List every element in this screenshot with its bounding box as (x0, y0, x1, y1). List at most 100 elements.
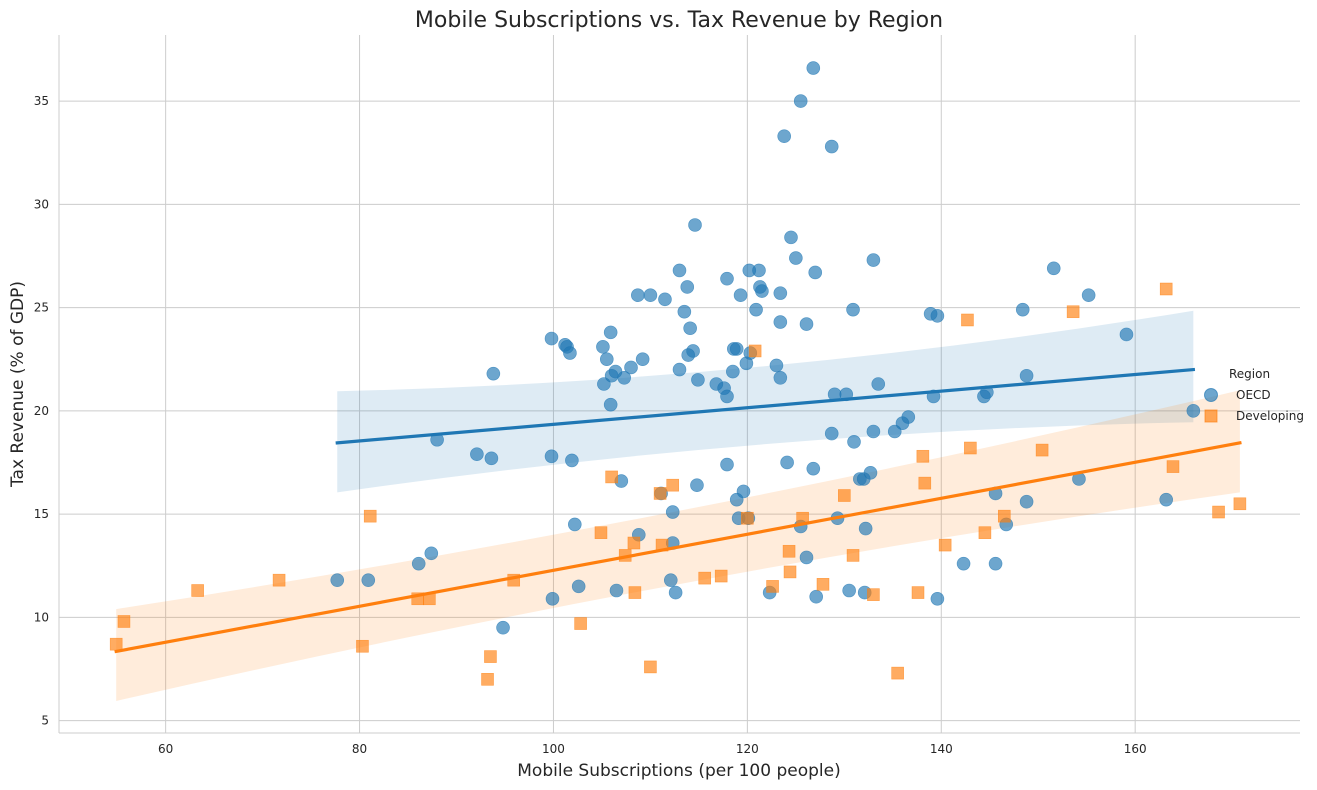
point-oecd (424, 546, 439, 561)
y-tick-label: 5 (41, 714, 49, 728)
point-oecd (1081, 288, 1096, 303)
point-oecd (806, 61, 821, 75)
point-oecd (988, 556, 1003, 571)
point-oecd (809, 589, 824, 604)
point-developing (627, 536, 641, 550)
point-developing (653, 487, 667, 500)
point-developing (891, 666, 904, 680)
point-developing (605, 470, 618, 484)
y-tick-label: 15 (34, 507, 49, 521)
point-developing (109, 637, 123, 651)
grid (59, 35, 1300, 733)
data-points (109, 61, 1247, 686)
point-oecd (729, 342, 744, 356)
x-tick-label: 160 (1124, 742, 1147, 756)
point-oecd (565, 453, 579, 468)
point-developing (741, 511, 754, 525)
point-oecd (544, 331, 559, 346)
regression-line-developing (114, 440, 1242, 654)
point-developing (838, 489, 851, 502)
legend: Region OECD Developing (1204, 367, 1304, 423)
point-developing (574, 617, 587, 630)
point-developing (978, 526, 992, 539)
point-developing (916, 449, 930, 463)
point-oecd (773, 315, 788, 329)
point-oecd (1019, 368, 1034, 383)
point-developing (867, 588, 880, 601)
point-oecd (624, 360, 638, 375)
point-oecd (1159, 492, 1174, 507)
point-developing (714, 569, 728, 583)
point-oecd (470, 447, 484, 462)
legend-label: OECD (1236, 388, 1271, 402)
point-oecd (688, 218, 702, 232)
x-tick-label: 100 (542, 742, 565, 756)
point-oecd (1019, 494, 1034, 509)
point-oecd (411, 556, 426, 571)
point-oecd (726, 364, 740, 379)
y-tick-label: 35 (34, 94, 49, 108)
point-developing (783, 565, 797, 579)
point-oecd (484, 451, 499, 466)
point-oecd (866, 253, 881, 267)
point-developing (1066, 305, 1080, 319)
point-oecd (930, 309, 945, 323)
legend-title: Region (1229, 367, 1270, 381)
point-oecd (752, 263, 766, 278)
point-developing (191, 584, 204, 597)
y-axis-title: Tax Revenue (% of GDP) (8, 281, 28, 488)
y-tick-label: 30 (34, 197, 49, 211)
point-oecd (777, 129, 792, 143)
point-oecd (681, 348, 696, 362)
point-oecd (680, 280, 695, 294)
point-oecd (842, 583, 856, 598)
point-oecd (677, 304, 692, 319)
point-developing (964, 441, 977, 455)
point-oecd (930, 591, 945, 606)
point-oecd (720, 271, 734, 286)
point-oecd (773, 286, 788, 300)
regression-lines (114, 367, 1242, 654)
point-developing (628, 586, 642, 599)
point-oecd (683, 321, 697, 336)
point-developing (698, 571, 712, 585)
point-developing (594, 526, 608, 539)
point-oecd (496, 620, 510, 635)
point-oecd (799, 317, 814, 331)
point-oecd (858, 521, 873, 536)
point-oecd (739, 356, 754, 371)
point-oecd (486, 366, 501, 381)
point-oecd (720, 389, 734, 404)
point-oecd (643, 288, 658, 303)
point-developing (363, 509, 377, 523)
point-developing (766, 580, 779, 593)
point-developing (1159, 282, 1173, 296)
point-developing (846, 549, 860, 562)
point-oecd (847, 435, 861, 449)
x-tick-label: 140 (930, 742, 953, 756)
point-oecd (773, 371, 788, 385)
point-developing (484, 650, 497, 663)
point-oecd (793, 94, 808, 108)
point-developing (997, 509, 1011, 523)
point-oecd (720, 457, 734, 472)
point-developing (356, 639, 369, 653)
point-oecd (571, 579, 586, 594)
point-oecd (1119, 327, 1134, 342)
legend-marker (1204, 388, 1218, 402)
point-developing (1166, 460, 1180, 473)
point-oecd (617, 371, 632, 385)
point-developing (1212, 505, 1225, 519)
y-tick-label: 10 (34, 610, 49, 624)
axes (58, 35, 1300, 734)
x-tick-label: 120 (736, 742, 759, 756)
point-oecd (1186, 404, 1201, 418)
point-oecd (749, 302, 763, 317)
point-developing (272, 573, 286, 587)
point-oecd (596, 340, 610, 354)
point-oecd (330, 573, 345, 587)
point-developing (961, 313, 974, 327)
point-oecd (672, 263, 687, 278)
point-oecd (866, 424, 881, 439)
